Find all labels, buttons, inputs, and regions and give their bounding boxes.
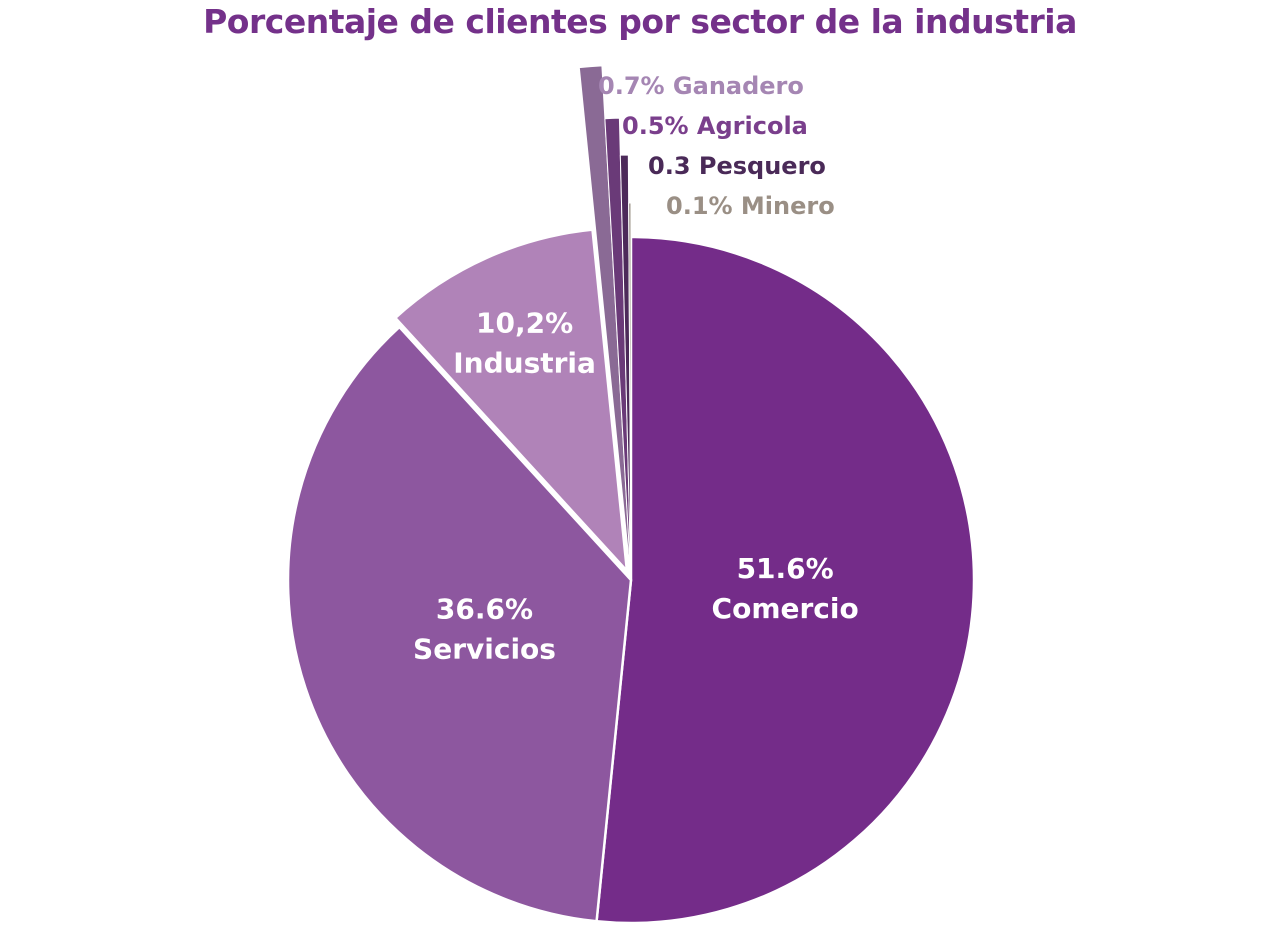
callout-label-pesquero: 0.3 Pesquero	[648, 152, 826, 180]
callout-label-ganadero: 0.7% Ganadero	[598, 72, 804, 100]
pie-slice-ganadero	[578, 65, 632, 581]
pie-slice-agricola	[604, 117, 632, 581]
slice-label-servicios: 36.6% Servicios	[413, 593, 556, 666]
slice-label-industria: 10,2% Industria	[453, 306, 596, 379]
callout-label-agricola: 0.5% Agricola	[622, 112, 808, 140]
pie-slice-pesquero	[619, 154, 632, 581]
callout-label-minero: 0.1% Minero	[666, 192, 835, 220]
pie-slice-industria	[394, 228, 629, 573]
pie-slice-servicios	[286, 325, 633, 923]
pie-slice-comercio	[595, 235, 976, 925]
chart-title: Porcentaje de clientes por sector de la …	[203, 2, 1077, 41]
pie-slice-minero	[628, 202, 632, 581]
slice-label-comercio: 51.6% Comercio	[712, 552, 859, 625]
